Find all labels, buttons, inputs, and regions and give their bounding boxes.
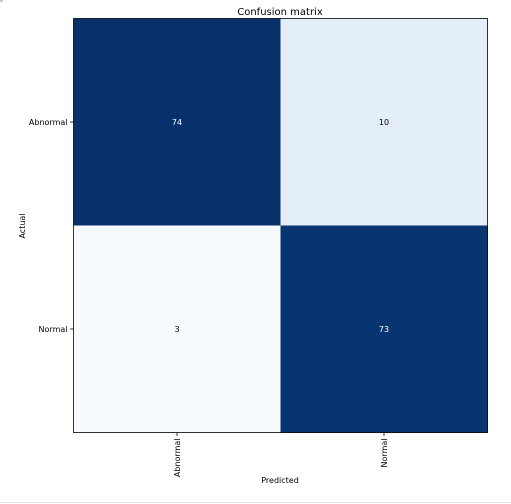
- cell-value-label: 10: [379, 118, 389, 127]
- x-axis-ticks: Abnormal Normal: [173, 432, 389, 478]
- y-tick-label: Abnormal: [29, 118, 68, 127]
- y-axis-label: Actual: [18, 213, 27, 238]
- heatmap-cell: [280, 225, 488, 433]
- heatmap-cell: [73, 225, 281, 433]
- chart-title: Confusion matrix: [237, 7, 323, 18]
- plot-frame: [73, 18, 488, 433]
- x-tick-label: Abnormal: [173, 439, 182, 478]
- cell-value-label: 3: [174, 325, 179, 334]
- x-tick-label: Normal: [380, 439, 389, 468]
- heatmap-cell: [280, 18, 488, 226]
- y-tick-label: Normal: [39, 325, 68, 334]
- heatmap-cell: [73, 18, 281, 226]
- x-axis-label: Predicted: [261, 476, 299, 485]
- y-axis-ticks: Abnormal Normal: [29, 118, 74, 334]
- cell-value-label: 74: [172, 118, 182, 127]
- cell-value-label: 73: [379, 325, 389, 334]
- bottom-divider: [0, 502, 511, 503]
- corner-artifact: [0, 0, 3, 2]
- heatmap-cells: 74 10 3 73: [73, 18, 488, 433]
